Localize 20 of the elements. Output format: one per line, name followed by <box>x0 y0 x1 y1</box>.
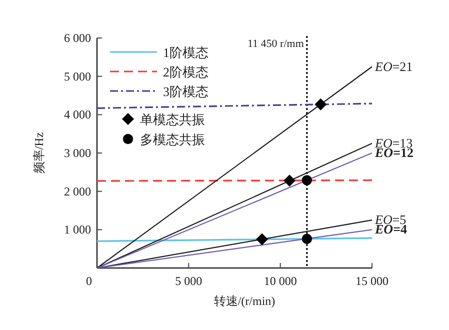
series-label: EO=21 <box>374 58 413 74</box>
x-axis-title: 转速/(r/min) <box>214 294 276 308</box>
y-axis-title: 频率/Hz <box>32 132 46 174</box>
ref-line: 11 450 r/mm <box>247 36 308 268</box>
ref-line-label: 11 450 r/mm <box>247 38 304 50</box>
legend-label: 3阶模态 <box>163 84 208 99</box>
x-tick-label: 0 <box>86 274 92 288</box>
y-tick-label: 3 000 <box>64 146 91 160</box>
legend-label: 2阶模态 <box>163 64 208 80</box>
legend-label: 1阶模态 <box>163 45 208 60</box>
y-tick-label: 4 000 <box>64 108 91 122</box>
y-tick-label: 5 000 <box>64 69 91 84</box>
legend-label: 多模态共振 <box>140 132 205 147</box>
y-tick-label: 1 000 <box>64 222 91 237</box>
x-tick-label: 15 000 <box>356 274 388 288</box>
x-tick-label: 10 000 <box>264 274 297 288</box>
legend-label: 单模态共振 <box>140 112 205 127</box>
y-tick-label: 6 000 <box>64 31 91 45</box>
x-tick-label: 5 000 <box>175 274 202 288</box>
y-tick-label: 2 000 <box>64 184 91 198</box>
